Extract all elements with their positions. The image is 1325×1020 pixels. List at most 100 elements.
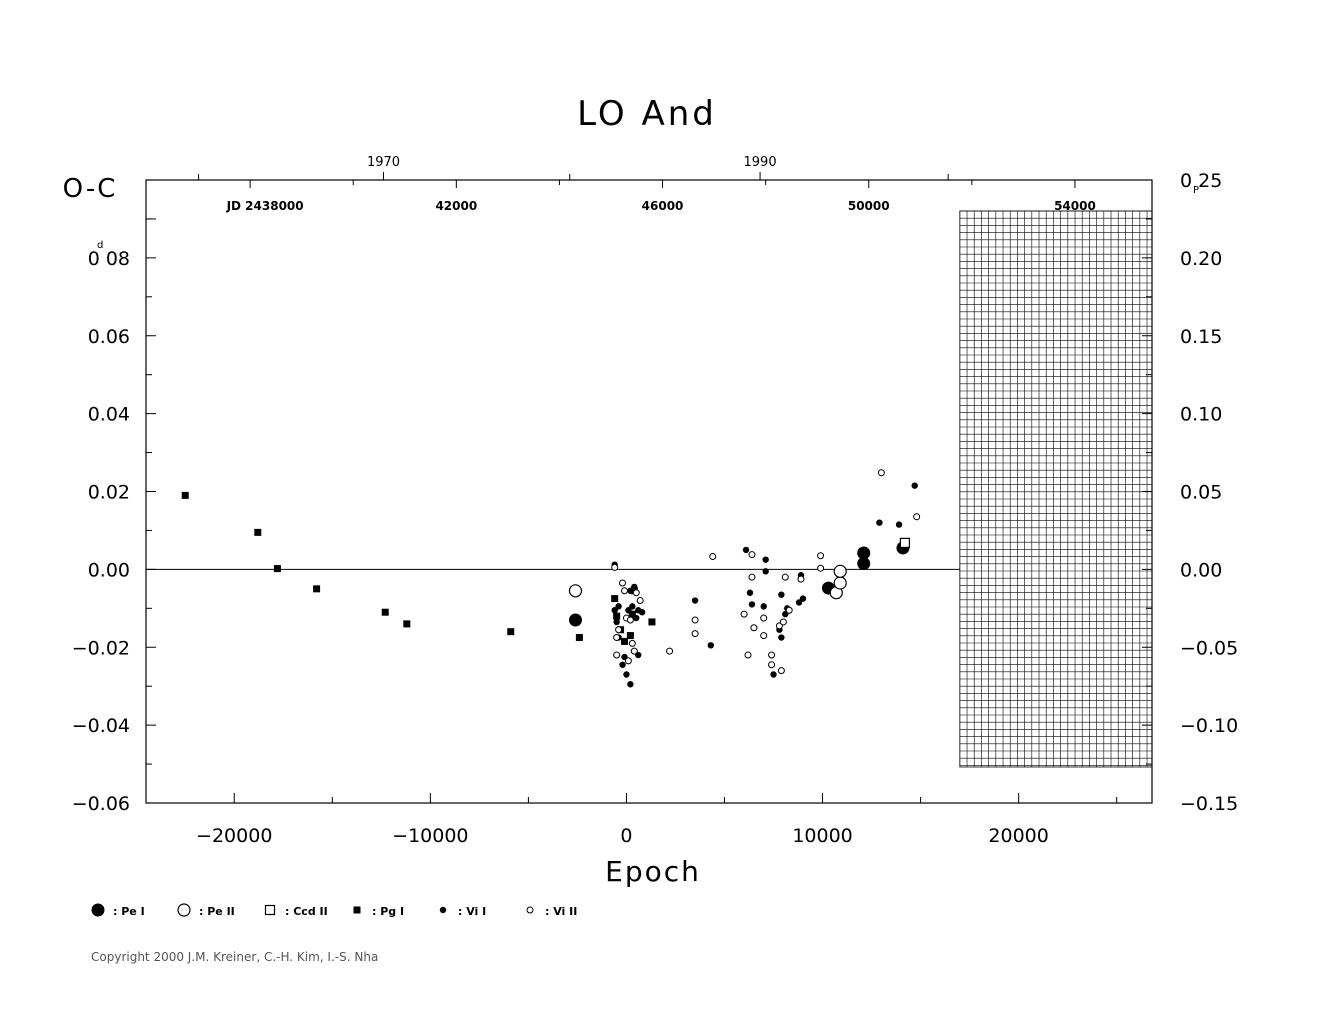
right-tick-label: 0 25 [1180,170,1222,192]
point-vi2 [768,651,776,659]
point-vi2 [817,564,825,572]
legend-marker-pe2 [177,903,191,917]
legend-marker-vi2 [526,906,534,914]
point-vi2 [666,647,674,655]
point-vi2 [777,667,785,675]
point-vi2 [628,639,636,647]
x-axis-label: Epoch [605,855,701,888]
point-vi2 [619,579,627,587]
year-label: 1970 [367,155,400,170]
point-vi2 [613,634,621,642]
point-pg1 [611,595,619,603]
point-vi2 [709,553,717,561]
point-vi2 [632,589,640,597]
point-vi2 [785,606,793,614]
point-vi2 [630,647,638,655]
point-vi2 [797,575,805,583]
y-tick-label: −0.02 [72,637,130,659]
chart-title: LO And [577,94,717,134]
point-vi1 [625,607,632,614]
point-vi2 [626,616,634,624]
point-vi1 [799,595,807,602]
point-vi1 [876,519,883,526]
point-vi2 [750,624,758,632]
point-pe1 [568,613,582,627]
point-vi1 [615,603,622,610]
point-vi2 [760,614,768,622]
legend-label: : Pe I [113,905,145,918]
point-vi2 [817,552,825,560]
point-pg1 [626,632,634,640]
y-tick-label: 0.02 [88,482,130,504]
right-tick-label: 0.10 [1180,404,1222,426]
point-vi1 [629,603,636,610]
point-pg1 [254,528,262,536]
point-pg1 [403,620,411,628]
legend-label: : Vi II [545,905,577,918]
year-label: 1990 [744,155,777,170]
point-vi2 [691,630,699,638]
point-vi1 [895,521,903,528]
point-vi2 [611,563,619,571]
data-points [181,469,921,688]
point-vi2 [748,551,756,559]
point-vi2 [748,573,756,581]
point-pg1 [575,634,583,642]
point-vi2 [744,651,752,659]
y-unit-mark: d [97,240,103,251]
point-pe2 [568,584,583,598]
point-pg1 [620,637,628,645]
point-vi2 [620,587,628,595]
legend-label: : Pg I [372,905,404,918]
right-tick-label: −0.05 [1180,637,1238,659]
point-ccd2 [899,537,911,548]
point-pg1 [648,618,656,626]
point-vi2 [768,661,776,669]
point-vi2 [691,616,699,624]
point-vi1 [746,589,754,596]
axis-tick-labels: −20000 −10000 0 10000 20000 −0.06 −0.04 −0.02 0.… [72,155,1238,847]
right-tick-label: 0.05 [1180,482,1222,504]
point-vi2 [781,573,789,581]
point-vi2 [624,657,632,665]
point-vi1 [911,482,918,489]
point-vi1 [770,671,777,678]
y-tick-label: 0.04 [88,404,130,426]
point-pe2 [833,564,847,578]
legend-marker-pg1 [353,906,361,914]
point-pg1 [313,585,321,593]
point-vi2 [913,513,921,521]
point-vi1 [707,642,714,649]
point-vi1 [627,681,634,688]
point-vi1 [633,614,640,622]
point-vi1 [623,671,630,678]
right-tick-label: −0.10 [1180,715,1238,737]
point-vi1 [762,568,769,575]
point-vi1 [691,597,699,604]
point-pg1 [613,612,621,620]
point-pe2 [833,576,847,590]
future-grid-region [959,210,1153,768]
right-tick-label: 0.00 [1180,559,1222,581]
point-vi1 [795,599,803,606]
right-tick-label: −0.15 [1180,793,1238,815]
point-vi2 [877,469,885,477]
right-tick-label: 0.15 [1180,326,1222,348]
copyright-note: Copyright 2000 J.M. Kreiner, C.-H. Kim, … [91,950,379,964]
jd-label: 50000 [848,199,890,213]
x-tick-label: −10000 [392,825,468,847]
point-vi1 [760,603,767,610]
legend-marker-vi1 [439,906,447,914]
legend-marker-ccd2 [264,904,276,916]
point-pe1 [857,557,871,571]
x-tick-label: 10000 [792,825,852,847]
point-pg1 [273,565,281,573]
legend: : Pe I: Pe II: Ccd II: Pg I: Vi I: Vi II [91,903,577,918]
legend-label: : Pe II [199,905,235,918]
point-vi1 [611,607,618,614]
point-vi2 [740,610,748,618]
point-vi1 [778,591,785,598]
y-tick-label: 0 08 [88,248,130,270]
point-vi2 [779,618,787,626]
point-vi2 [613,651,621,659]
